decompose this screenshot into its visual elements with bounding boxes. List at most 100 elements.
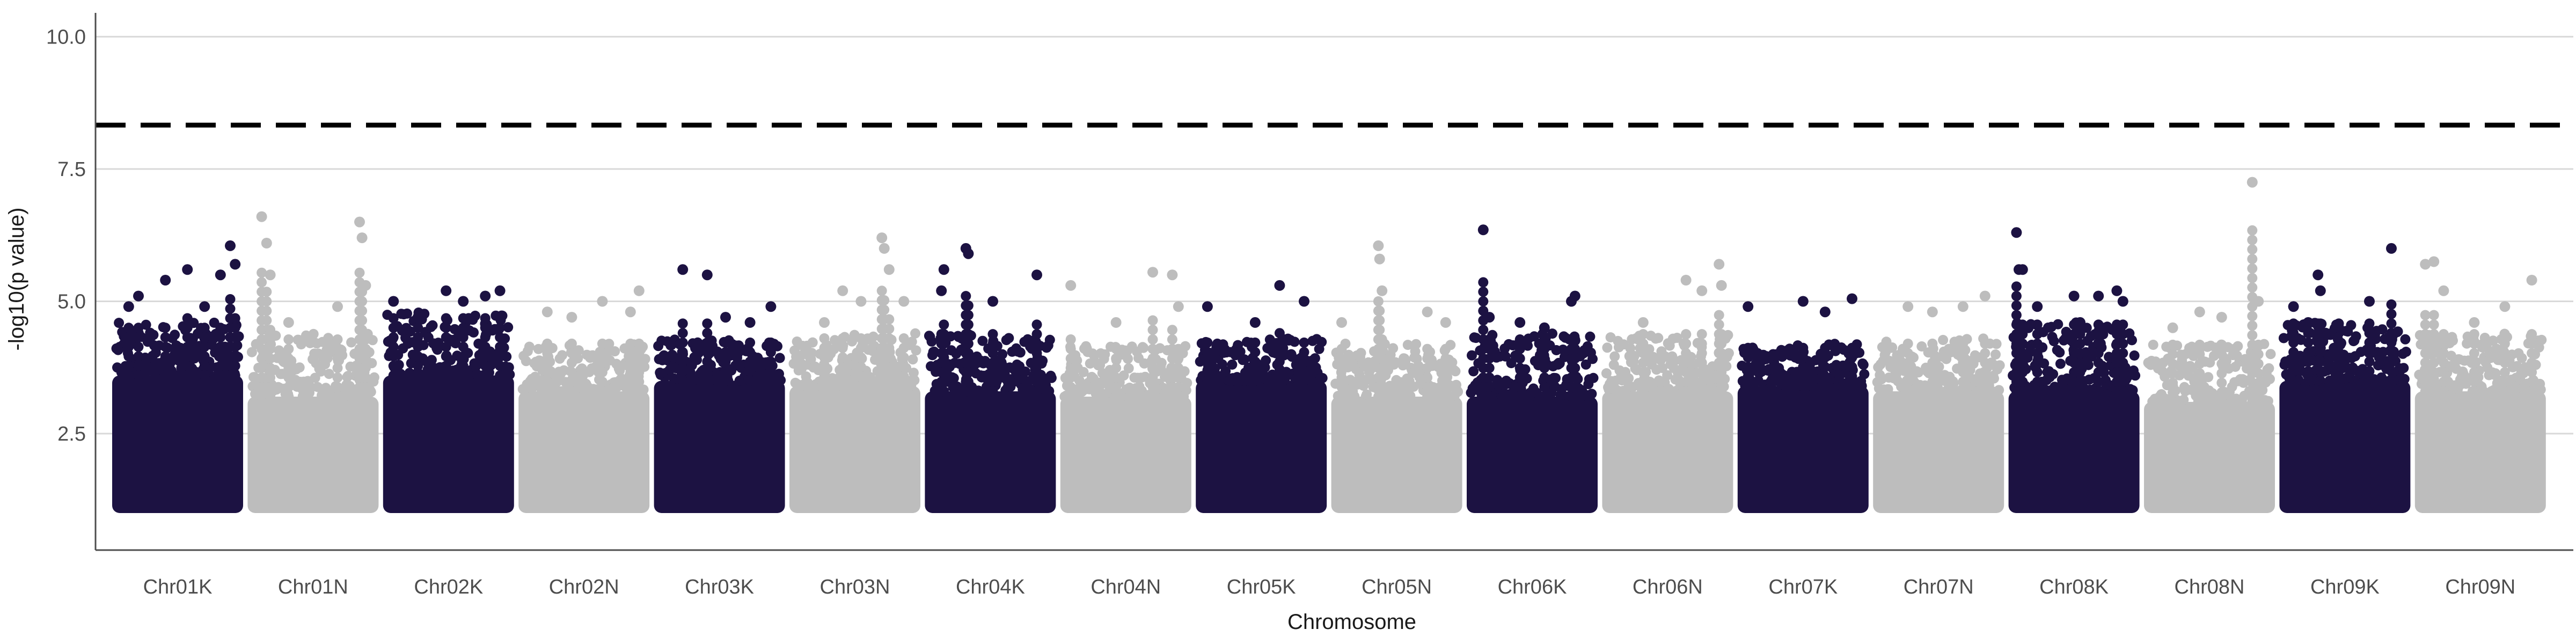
chromosome-group-Chr08N [2143,177,2276,513]
data-point [160,341,171,352]
data-point [939,357,949,368]
data-point [469,327,479,338]
data-point [230,370,240,381]
data-point [1570,372,1580,383]
data-point [1927,348,1938,358]
data-point [1913,367,1924,378]
data-point [2168,339,2178,350]
data-point [987,357,998,368]
data-point [441,323,451,333]
data-point [2194,387,2205,398]
data-point [884,333,895,343]
data-point [312,382,323,392]
data-point [1514,382,1525,392]
data-point [2194,358,2205,369]
data-point [908,368,919,378]
data-point [2017,376,2028,387]
data-point [911,345,921,356]
data-point [1989,373,1999,384]
data-point [1681,348,1692,358]
data-point [2303,337,2314,348]
data-point [405,326,416,337]
data-point [2438,329,2449,340]
data-point [1336,363,1347,374]
data-point [1991,339,2002,349]
chromosome-group-Chr07K [1737,293,1870,513]
data-point [450,338,461,349]
data-point [2448,335,2458,346]
data-point [1958,367,1968,378]
data-point [2400,334,2411,345]
x-tick-label: Chr02K [414,576,483,598]
data-point [413,341,423,352]
peak-point [1274,280,1285,291]
axes [94,13,2573,551]
data-point [458,313,469,324]
data-point [133,341,144,352]
peak-point [1514,317,1526,328]
peak-point [1336,317,1347,328]
peak-point [1031,269,1042,281]
data-point [2011,300,2022,311]
data-point [702,347,713,357]
data-point [1374,325,1385,335]
data-point [2364,318,2375,329]
peak-point [566,312,577,323]
data-point [2303,347,2314,357]
data-point [1638,329,1649,340]
data-point [2253,377,2264,388]
data-point [1123,363,1134,374]
data-point [879,304,890,315]
data-point [1514,334,1525,345]
data-point [470,310,480,321]
data-point [1274,356,1285,367]
data-point [441,351,451,362]
data-point [215,332,226,342]
data-point [1539,363,1550,374]
data-point [1539,382,1550,392]
data-point [1031,348,1042,358]
data-point [2011,281,2022,292]
x-tick-label: Chr01K [143,576,213,598]
data-point [354,267,365,278]
point-cloud-Chr06N [1602,391,1733,513]
peak-point [458,296,469,307]
data-point [2194,368,2205,379]
data-point [765,337,776,348]
data-point [332,382,343,392]
data-point [677,337,688,348]
data-point [2194,397,2205,407]
data-point [2194,339,2205,350]
data-point [265,343,276,354]
data-point [1847,362,1857,372]
data-point [2303,366,2314,377]
peak-point [677,264,689,275]
data-point [2032,386,2043,397]
peak-point [2032,301,2043,312]
x-tick-label: Chr07N [1904,576,1974,598]
data-point [388,323,399,333]
data-point [1147,334,1158,345]
data-point [1374,315,1385,326]
data-point [133,370,144,381]
data-point [2535,384,2546,395]
point-cloud-Chr03N [789,386,920,513]
data-point [495,370,506,381]
data-point [369,372,379,383]
x-tick-label: Chr09N [2445,576,2515,598]
data-point [2399,374,2410,384]
x-tick-label: Chr08N [2175,576,2245,598]
peak-point [2117,296,2128,307]
data-point [677,328,688,339]
data-point [837,380,848,391]
data-point [2093,357,2104,368]
data-point [1202,375,1213,386]
peak-point [480,290,491,302]
data-point [504,369,515,380]
data-point [1902,376,1913,387]
peak-point [1377,285,1388,296]
data-point [1299,347,1309,357]
data-point [360,343,371,354]
data-point [855,371,866,382]
data-point [1994,385,2004,396]
